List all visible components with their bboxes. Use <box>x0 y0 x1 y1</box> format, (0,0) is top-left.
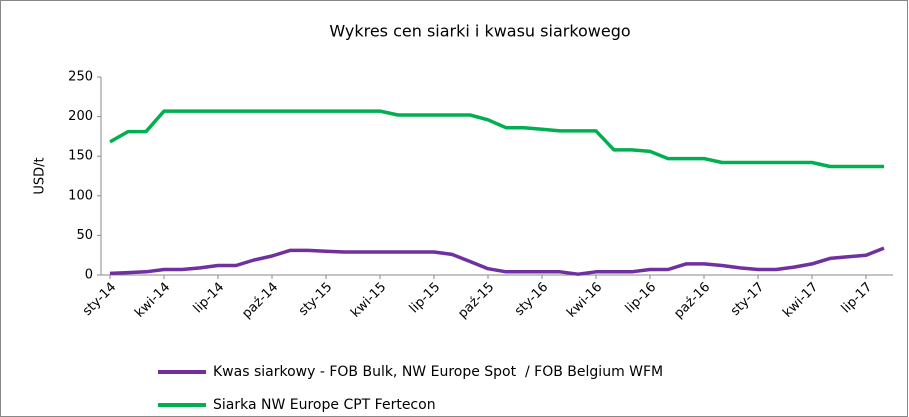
y-axis-label: USD/t <box>33 157 48 194</box>
legend-label: Kwas siarkowy - FOB Bulk, NW Europe Spot… <box>213 364 663 380</box>
chart-title: Wykres cen siarki i kwasu siarkowego <box>329 22 630 41</box>
series-line <box>109 109 884 169</box>
legend-label: Siarka NW Europe CPT Fertecon <box>213 397 436 413</box>
y-tick-label: 200 <box>68 109 93 124</box>
y-tick-label: 250 <box>68 70 93 85</box>
y-tick-label: 150 <box>68 149 93 164</box>
y-tick-label: 100 <box>68 188 93 203</box>
y-tick-label: 50 <box>76 228 93 243</box>
series-line <box>109 246 885 276</box>
y-tick-label: 0 <box>85 268 93 283</box>
